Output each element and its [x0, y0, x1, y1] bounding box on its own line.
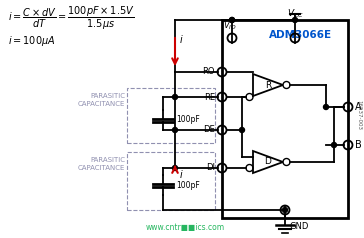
Text: DI: DI: [206, 164, 215, 173]
Text: 16537-003: 16537-003: [356, 100, 361, 130]
Circle shape: [282, 208, 288, 213]
Text: $i = 100\mu A$: $i = 100\mu A$: [8, 34, 55, 48]
Circle shape: [332, 143, 336, 148]
Bar: [222, 20, 348, 218]
Text: i: i: [180, 170, 183, 180]
Bar: [127, 88, 215, 143]
Bar: [127, 152, 215, 210]
Circle shape: [173, 165, 178, 170]
Text: 100pF: 100pF: [176, 115, 200, 124]
Text: DE: DE: [203, 125, 215, 134]
Text: PARASITIC
CAPACITANCE: PARASITIC CAPACITANCE: [78, 93, 125, 107]
Text: A: A: [355, 102, 361, 112]
Text: PARASITIC
CAPACITANCE: PARASITIC CAPACITANCE: [78, 157, 125, 171]
Text: ADM3066E: ADM3066E: [269, 30, 332, 40]
Text: B: B: [355, 140, 362, 150]
Text: R: R: [265, 80, 271, 89]
Circle shape: [173, 94, 178, 99]
Circle shape: [240, 128, 245, 133]
Text: $i = \dfrac{C \times dV}{dT} = \dfrac{100pF \times 1.5V}{1.5\mu s}$: $i = \dfrac{C \times dV}{dT} = \dfrac{10…: [8, 5, 135, 32]
Circle shape: [293, 18, 297, 23]
Text: GND: GND: [290, 222, 309, 231]
Text: RO: RO: [202, 68, 215, 76]
Circle shape: [229, 18, 234, 23]
Text: www.cntr■■ics.com: www.cntr■■ics.com: [146, 223, 225, 232]
Circle shape: [173, 128, 178, 133]
Text: RE: RE: [204, 93, 215, 101]
Text: 100pF: 100pF: [176, 180, 200, 189]
Circle shape: [324, 104, 328, 109]
Circle shape: [229, 18, 234, 23]
Text: D: D: [265, 158, 272, 167]
Text: $V_{IO}$: $V_{IO}$: [223, 20, 237, 32]
Text: i: i: [180, 35, 183, 45]
Text: $V_{CC}$: $V_{CC}$: [286, 8, 304, 20]
